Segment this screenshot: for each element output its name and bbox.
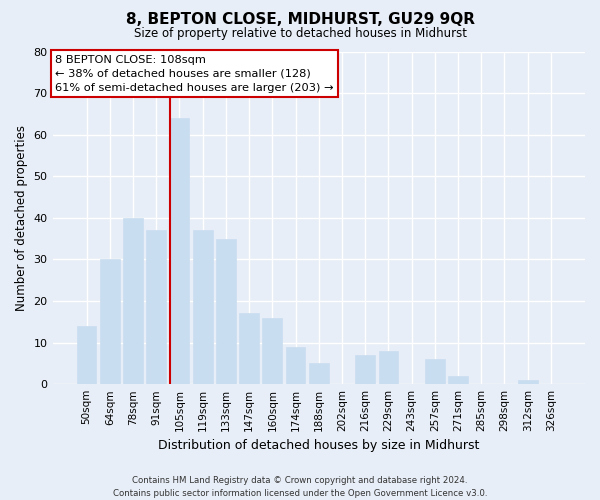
Bar: [425, 359, 445, 384]
Bar: [286, 347, 305, 384]
Bar: [355, 355, 375, 384]
Bar: [309, 364, 329, 384]
Bar: [379, 351, 398, 384]
Bar: [146, 230, 166, 384]
Bar: [77, 326, 97, 384]
Y-axis label: Number of detached properties: Number of detached properties: [15, 125, 28, 311]
Text: Size of property relative to detached houses in Midhurst: Size of property relative to detached ho…: [133, 28, 467, 40]
Bar: [100, 260, 119, 384]
Bar: [193, 230, 212, 384]
X-axis label: Distribution of detached houses by size in Midhurst: Distribution of detached houses by size …: [158, 440, 479, 452]
Bar: [123, 218, 143, 384]
Bar: [239, 314, 259, 384]
Text: 8, BEPTON CLOSE, MIDHURST, GU29 9QR: 8, BEPTON CLOSE, MIDHURST, GU29 9QR: [125, 12, 475, 28]
Bar: [518, 380, 538, 384]
Bar: [170, 118, 190, 384]
Text: 8 BEPTON CLOSE: 108sqm
← 38% of detached houses are smaller (128)
61% of semi-de: 8 BEPTON CLOSE: 108sqm ← 38% of detached…: [55, 55, 334, 93]
Text: Contains HM Land Registry data © Crown copyright and database right 2024.
Contai: Contains HM Land Registry data © Crown c…: [113, 476, 487, 498]
Bar: [262, 318, 282, 384]
Bar: [216, 238, 236, 384]
Bar: [448, 376, 468, 384]
